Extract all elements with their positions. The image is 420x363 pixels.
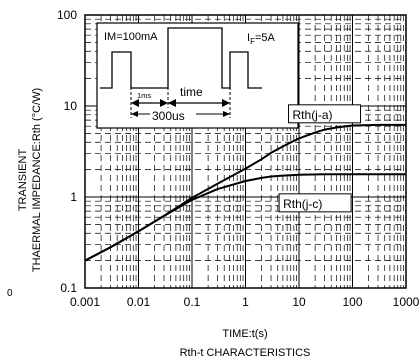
- pulse-inset: IM=100mA IF=5A 1ms time 300us: [96, 22, 299, 129]
- series-labels: Rth(j-a) Rth(j-c): [278, 104, 362, 213]
- y-tick-label: 1: [70, 190, 77, 204]
- tick-labels: 0.001 0.01 0.1 1 10 100 1000 0.1 1 10 100: [57, 8, 420, 309]
- chart-caption: Rth-t CHARACTERISTICS: [180, 347, 311, 359]
- y-tick-label: 0.1: [60, 281, 77, 295]
- x-tick-label: 1000: [393, 295, 420, 309]
- x-tick-label: 0.001: [70, 295, 100, 309]
- pulse-waveform: [100, 27, 262, 89]
- y-tick-label: 100: [57, 8, 77, 22]
- inset-time-label: time: [180, 85, 203, 99]
- y-tick-label: 10: [64, 99, 78, 113]
- inset-period: 300us: [152, 109, 185, 123]
- x-tick-label: 1: [242, 295, 249, 309]
- x-tick-label: 100: [342, 295, 362, 309]
- series-label-box: [278, 193, 352, 213]
- series-label-box: [288, 104, 362, 124]
- y-axis-label-line2: THAERMAL IMPEDANCE:Rth (°C/W): [31, 88, 43, 272]
- inset-current-right: IF=5A: [247, 32, 275, 46]
- inset-current-left: IM=100mA: [104, 31, 158, 43]
- x-tick-label: 10: [292, 295, 306, 309]
- series-label: Rth(j-a): [293, 108, 333, 122]
- series-line-1: [84, 173, 406, 262]
- x-tick-label: 0.1: [184, 295, 201, 309]
- x-tick-label: 0.01: [127, 295, 151, 309]
- plot-frame: [84, 14, 407, 289]
- chart-curves: [84, 123, 406, 262]
- stray-label: 0: [7, 288, 13, 299]
- inset-pulse-width: 1ms: [137, 91, 151, 100]
- y-axis-label-line1: TRANSIENT: [17, 149, 29, 212]
- series-label: Rth(j-c): [283, 197, 322, 211]
- x-axis-label: TIME:t(s): [222, 328, 267, 340]
